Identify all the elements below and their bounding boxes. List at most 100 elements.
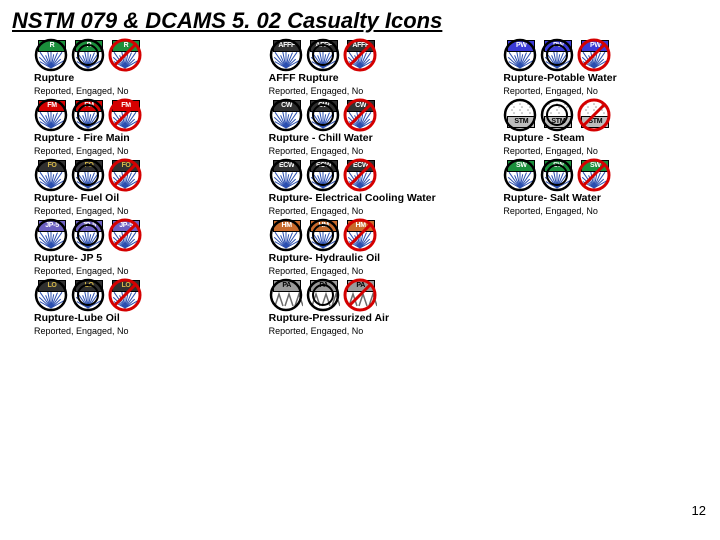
code-tag: LO (112, 280, 140, 292)
item-title: Rupture-Lube Oil (34, 312, 239, 324)
code-tag: FO (112, 160, 140, 172)
casualty-icon: JP-5 (108, 220, 142, 250)
code-tag: R (112, 40, 140, 52)
casualty-icon: CW (343, 100, 377, 130)
icon-cell: CW CW CW Rupture - Chill Water Reported, Eng… (247, 100, 474, 156)
casualty-icon: FO (108, 160, 142, 190)
item-title: Rupture - Fire Main (34, 132, 239, 144)
casualty-icon: FO (34, 160, 68, 190)
code-tag: PW (581, 40, 609, 52)
item-subtitle: Reported, Engaged, No (34, 266, 239, 276)
code-tag: FO (38, 160, 66, 172)
icon-variant-row: CW CW CW (269, 100, 474, 130)
casualty-icon: FM (108, 100, 142, 130)
casualty-icon: CW (306, 100, 340, 130)
icon-cell: LO LO LO Rupture-Lube Oil Reported, Engaged,… (12, 280, 239, 336)
casualty-icon: PW (540, 40, 574, 70)
code-tag: HM (310, 220, 338, 232)
casualty-icon: ECW (343, 160, 377, 190)
icon-grid: RRRRuptureReported, Engaged, NoAFFFAFFFA… (12, 40, 708, 336)
page-title: NSTM 079 & DCAMS 5. 02 Casualty Icons (12, 8, 708, 34)
casualty-icon: PA (343, 280, 377, 310)
casualty-icon: STM (503, 100, 537, 130)
icon-variant-row: HMHMHM (269, 220, 474, 250)
code-tag: SW (507, 160, 535, 172)
icon-cell: PAPAPARupture-Pressurized AirReported, E… (247, 280, 474, 336)
casualty-icon: FO (71, 160, 105, 190)
code-tag: PA (347, 280, 375, 292)
casualty-icon: PA (306, 280, 340, 310)
casualty-icon: ECW (269, 160, 303, 190)
item-title: Rupture- Hydraulic Oil (269, 252, 474, 264)
item-subtitle: Reported, Engaged, No (503, 146, 708, 156)
casualty-icon: SW (540, 160, 574, 190)
casualty-icon: LO (108, 280, 142, 310)
item-title: AFFF Rupture (269, 72, 474, 84)
casualty-icon: HM (306, 220, 340, 250)
code-tag: JP-5 (112, 220, 140, 232)
code-tag: FO (75, 160, 103, 172)
code-tag: STM (581, 116, 609, 128)
code-tag: FM (112, 100, 140, 112)
casualty-icon: FM (71, 100, 105, 130)
code-tag: PW (544, 40, 572, 52)
code-tag: LO (75, 280, 103, 292)
icon-cell: FO FO FO Rupture- Fuel Oil Reported, Engaged… (12, 160, 239, 216)
code-tag: FM (75, 100, 103, 112)
casualty-icon: CW (269, 100, 303, 130)
icon-variant-row: FO FO FO (34, 160, 239, 190)
icon-cell (481, 280, 708, 336)
item-title: Rupture (34, 72, 239, 84)
casualty-icon: SW (577, 160, 611, 190)
code-tag: ECW (310, 160, 338, 172)
item-title: Rupture- Fuel Oil (34, 192, 239, 204)
casualty-icon: AFFF (306, 40, 340, 70)
icon-cell: JP-5JP-5JP-5Rupture- JP 5Reported, Engag… (12, 220, 239, 276)
code-tag: CW (273, 100, 301, 112)
icon-variant-row: AFFF AFFF AFFF (269, 40, 474, 70)
icon-cell: STMSTMSTMRupture - SteamReported, Engage… (481, 100, 708, 156)
casualty-icon: PW (577, 40, 611, 70)
casualty-icon: AFFF (269, 40, 303, 70)
casualty-icon: PW (503, 40, 537, 70)
icon-cell: HMHMHMRupture- Hydraulic OilReported, En… (247, 220, 474, 276)
code-tag: AFFF (347, 40, 375, 52)
page-number: 12 (692, 503, 706, 518)
code-tag: PA (273, 280, 301, 292)
icon-variant-row: LO LO LO (34, 280, 239, 310)
code-tag: FM (38, 100, 66, 112)
icon-variant-row: ECW ECW ECW (269, 160, 474, 190)
code-tag: HM (347, 220, 375, 232)
icon-variant-row: SW SW SW (503, 160, 708, 190)
icon-cell: RRRRuptureReported, Engaged, No (12, 40, 239, 96)
casualty-icon: STM (540, 100, 574, 130)
casualty-icon: STM (577, 100, 611, 130)
item-subtitle: Reported, Engaged, No (269, 146, 474, 156)
casualty-icon: JP-5 (34, 220, 68, 250)
item-title: Rupture- Salt Water (503, 192, 708, 204)
code-tag: AFFF (273, 40, 301, 52)
item-subtitle: Reported, Engaged, No (34, 86, 239, 96)
icon-cell: ECW ECW ECW Rupture- Electrical Cooling Wat… (247, 160, 474, 216)
item-subtitle: Reported, Engaged, No (269, 206, 474, 216)
code-tag: R (75, 40, 103, 52)
icon-variant-row: PW PW PW (503, 40, 708, 70)
item-subtitle: Reported, Engaged, No (503, 206, 708, 216)
code-tag: CW (310, 100, 338, 112)
item-subtitle: Reported, Engaged, No (34, 326, 239, 336)
icon-cell: SW SW SW Rupture- Salt Water Reported, Engag… (481, 160, 708, 216)
item-subtitle: Reported, Engaged, No (34, 206, 239, 216)
casualty-icon: R (34, 40, 68, 70)
item-title: Rupture - Chill Water (269, 132, 474, 144)
item-title: Rupture- Electrical Cooling Water (269, 192, 474, 204)
casualty-icon: LO (34, 280, 68, 310)
casualty-icon: HM (343, 220, 377, 250)
code-tag: AFFF (310, 40, 338, 52)
casualty-icon: R (108, 40, 142, 70)
code-tag: JP-5 (75, 220, 103, 232)
code-tag: SW (581, 160, 609, 172)
casualty-icon: R (71, 40, 105, 70)
icon-variant-row: JP-5 JP-5 JP-5 (34, 220, 239, 250)
casualty-icon: ECW (306, 160, 340, 190)
casualty-icon: FM (34, 100, 68, 130)
